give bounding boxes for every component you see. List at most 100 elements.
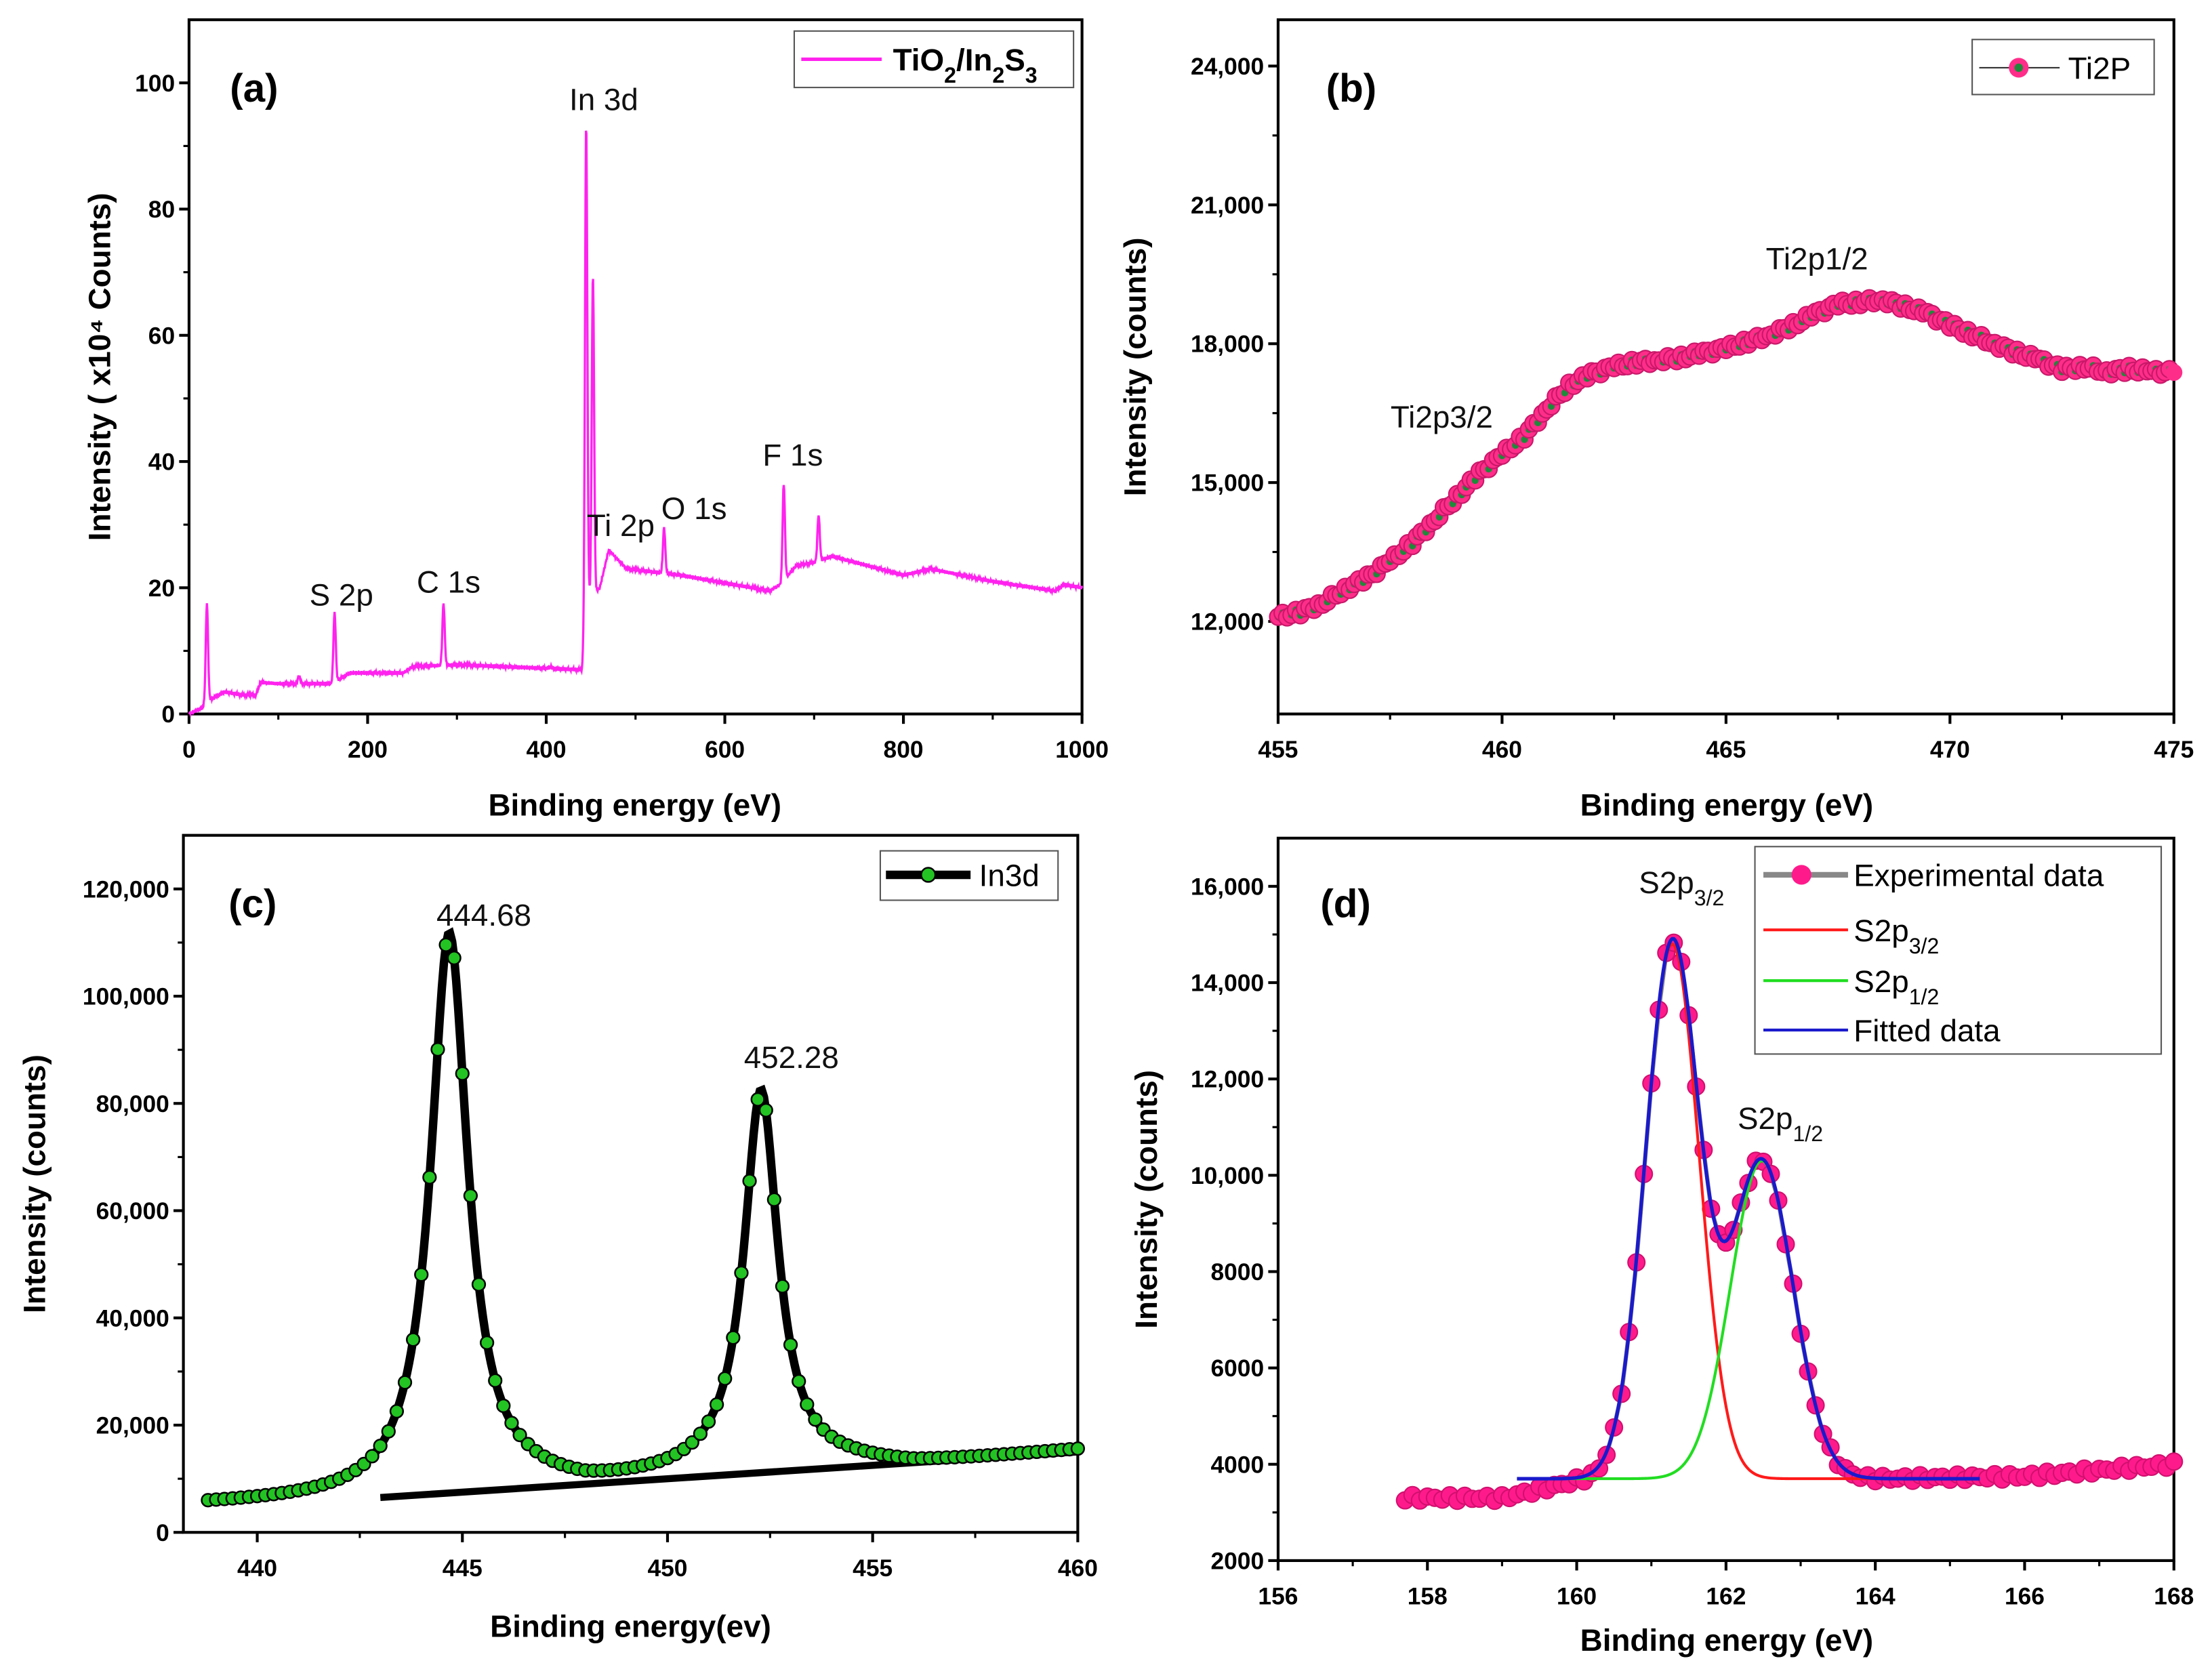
legend-marker-center xyxy=(2014,63,2024,73)
legend-label: Ti2P xyxy=(2068,52,2131,86)
y-tick-label: 8000 xyxy=(1210,1259,1264,1286)
text-segment: Fitted data xyxy=(1853,1014,2001,1048)
y-axis-title: Intensity (counts) xyxy=(1129,1070,1164,1329)
y-tick-label: 6000 xyxy=(1210,1355,1264,1382)
x-tick-label: 440 xyxy=(237,1555,277,1582)
x-tick-label: 160 xyxy=(1557,1583,1597,1609)
data-point xyxy=(684,1435,699,1450)
y-axis-title: Intensity ( x10⁴ Counts) xyxy=(82,192,117,541)
legend-marker xyxy=(920,867,937,883)
panel-label: (c) xyxy=(228,882,276,926)
in3d-line xyxy=(207,927,1076,1504)
x-tick-label: 0 xyxy=(182,737,196,763)
subscript: 1/2 xyxy=(1793,1122,1823,1146)
subscript: 3/2 xyxy=(1694,886,1725,910)
legend-marker xyxy=(1791,865,1811,885)
data-point xyxy=(800,1397,815,1412)
data-point xyxy=(447,950,462,966)
data-point xyxy=(488,1373,503,1388)
x-tick-label: 158 xyxy=(1408,1583,1448,1609)
data-point xyxy=(414,1267,429,1282)
data-point xyxy=(365,1449,380,1464)
x-tick-label: 400 xyxy=(526,737,566,763)
data-point xyxy=(783,1337,798,1353)
plot-frame xyxy=(182,834,1080,1534)
y-tick-label: 80,000 xyxy=(96,1091,169,1117)
text-segment: S2p xyxy=(1853,913,1908,948)
data-point xyxy=(775,1279,790,1294)
peak-annotation: O 1s xyxy=(661,491,727,526)
x-tick-label: 450 xyxy=(647,1555,687,1582)
x-tick-label: 156 xyxy=(1258,1583,1298,1609)
y-axis-title: Intensity (counts) xyxy=(18,1054,52,1313)
subscript: 3 xyxy=(1025,63,1038,87)
x-tick-label: 455 xyxy=(1258,737,1298,763)
y-tick-label: 40,000 xyxy=(96,1305,169,1332)
x-tick-label: 470 xyxy=(1930,737,1970,763)
y-tick-label: 40 xyxy=(148,449,175,476)
peak-annotation: S2p3/2 xyxy=(1639,865,1724,910)
data-point xyxy=(504,1416,519,1431)
panel-d: 156 158 160 162 164 166 168 2000 4000 6000 8000 10,… xyxy=(1129,836,2194,1658)
fitted-line xyxy=(1517,937,1980,1481)
subscript: 2 xyxy=(944,63,956,87)
legend-label: S2p1/2 xyxy=(1853,964,1939,1009)
x-tick-label: 455 xyxy=(853,1555,893,1582)
data-point xyxy=(479,1335,495,1350)
y-tick-label: 0 xyxy=(156,1520,169,1546)
data-point xyxy=(430,1042,445,1057)
data-point xyxy=(710,1397,724,1412)
data-point xyxy=(438,937,453,952)
y-tick-label: 2000 xyxy=(1210,1548,1264,1574)
y-tick-label: 15,000 xyxy=(1191,470,1264,497)
peak-annotation: S 2p xyxy=(310,577,373,612)
legend-label: Fitted data xyxy=(1853,1014,2001,1048)
peak-annotation: Ti2p3/2 xyxy=(1391,400,1493,434)
y-tick-label: 4000 xyxy=(1210,1452,1264,1478)
peak-annotation: In 3d xyxy=(569,82,638,117)
x-axis-title: Binding energy (eV) xyxy=(488,788,781,823)
x-tick-label: 465 xyxy=(1706,737,1746,763)
x-tick-label: 445 xyxy=(443,1555,483,1582)
text-segment: S2p xyxy=(1853,964,1908,999)
text-segment: In3d xyxy=(979,859,1040,893)
data-point xyxy=(397,1375,413,1390)
x-tick-label: 475 xyxy=(2154,737,2194,763)
s2p12-component-line xyxy=(1517,1159,1980,1481)
data-point xyxy=(389,1403,405,1419)
panel-c: 440 445 450 455 460 0 20,000 40,000 60,000 80,000… xyxy=(18,834,1098,1643)
data-point xyxy=(381,1424,396,1439)
y-tick-label: 24,000 xyxy=(1191,54,1264,80)
data-point xyxy=(373,1438,388,1454)
y-tick-label: 20,000 xyxy=(96,1413,169,1439)
x-tick-label: 162 xyxy=(1706,1583,1746,1609)
y-tick-label: 80 xyxy=(148,197,175,223)
y-tick-label: 60,000 xyxy=(96,1198,169,1225)
data-point xyxy=(471,1277,487,1292)
x-axis-title: Binding energy (eV) xyxy=(1580,1623,1874,1658)
data-point xyxy=(758,1103,773,1117)
data-point xyxy=(750,1092,765,1107)
x-axis-title: Binding energy(ev) xyxy=(490,1609,771,1643)
data-point xyxy=(2165,1452,2184,1471)
data-point xyxy=(726,1330,741,1345)
legend-box xyxy=(1754,846,2163,1055)
peak-annotation: F 1s xyxy=(762,438,823,472)
panel-label: (d) xyxy=(1320,882,1370,926)
data-point xyxy=(808,1412,823,1427)
survey-spectrum-line xyxy=(188,130,1084,718)
x-tick-label: 168 xyxy=(2154,1583,2194,1609)
y-tick-label: 12,000 xyxy=(1191,609,1264,635)
data-point xyxy=(455,1066,470,1081)
legend-label: Experimental data xyxy=(1853,859,2104,893)
data-point xyxy=(792,1374,806,1389)
y-tick-label: 60 xyxy=(148,323,175,349)
y-tick-label: 14,000 xyxy=(1191,970,1264,997)
text-segment: TiO xyxy=(893,43,944,77)
text-segment: S xyxy=(1004,43,1025,77)
x-tick-label: 600 xyxy=(705,737,745,763)
data-point xyxy=(422,1170,437,1185)
data-point xyxy=(766,1192,781,1207)
legend-label: S2p3/2 xyxy=(1853,913,1939,958)
y-tick-label: 100,000 xyxy=(83,984,169,1010)
